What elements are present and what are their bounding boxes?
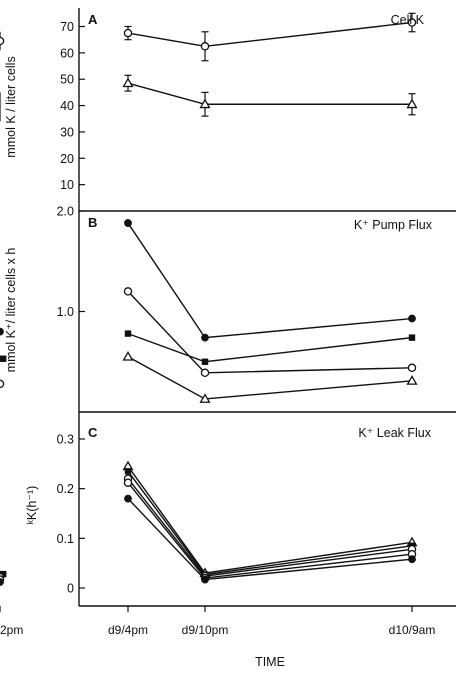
series-line	[127, 356, 413, 400]
y-tick-label: 20	[60, 152, 74, 166]
panel-letter: B	[88, 215, 97, 230]
y-axis-label: mmol K⁺/ liter cells x h	[4, 248, 18, 373]
data-point	[123, 28, 133, 38]
data-point	[123, 478, 133, 487]
data-point	[201, 358, 209, 365]
series-line	[127, 465, 413, 574]
data-point	[408, 314, 416, 323]
panel-b	[0, 210, 456, 413]
data-point	[200, 368, 210, 378]
y-tick-label: 50	[60, 73, 74, 87]
y-tick-label: 2.0	[57, 205, 74, 219]
y-tick-label: 1.0	[57, 305, 74, 319]
data-point	[199, 98, 211, 109]
data-point	[200, 42, 210, 51]
y-tick-label: 70	[60, 20, 74, 34]
data-point	[201, 575, 209, 584]
x-tick-label: d10/9am	[389, 623, 436, 637]
data-point	[201, 333, 209, 342]
panel-letter: A	[88, 12, 98, 27]
data-point	[408, 555, 416, 564]
y-tick-label: 0.2	[57, 482, 74, 496]
data-point	[124, 494, 132, 503]
data-point	[0, 36, 5, 46]
y-axis-label: ᵏK(h⁻¹)	[25, 486, 39, 525]
panel-c	[0, 412, 456, 612]
x-axis-label: TIME	[255, 655, 285, 669]
series-line	[127, 332, 413, 363]
y-tick-label: 40	[60, 99, 74, 113]
panel-title: Cell K	[391, 13, 425, 27]
series-line	[127, 82, 412, 105]
y-tick-label: 10	[60, 178, 74, 192]
y-tick-label: 60	[60, 46, 74, 60]
series-line	[127, 21, 413, 47]
y-tick-label: 0.3	[57, 433, 74, 447]
y-axis-label: mmol K / liter cells	[4, 56, 18, 157]
y-tick-label: 30	[60, 125, 74, 139]
data-point	[406, 375, 418, 385]
data-point	[0, 355, 7, 362]
data-point	[124, 468, 132, 475]
data-point	[407, 18, 417, 27]
data-point	[122, 351, 134, 361]
data-point	[0, 327, 4, 336]
data-point	[124, 219, 132, 227]
data-point	[408, 334, 416, 341]
data-point	[122, 77, 134, 88]
panel-a	[0, 8, 456, 212]
x-tick-label: d9/4pm	[108, 623, 148, 637]
panel-title: K⁺ Pump Flux	[354, 218, 433, 232]
x-tick-label: d9/10pm	[182, 623, 229, 637]
data-point	[123, 287, 133, 296]
data-point	[124, 330, 132, 337]
y-tick-label: 0	[67, 582, 74, 596]
data-point	[407, 363, 417, 373]
data-point	[0, 379, 5, 389]
panel-letter: C	[88, 425, 98, 440]
data-point	[0, 570, 7, 578]
x-tick-label: d10/2pm	[0, 623, 23, 637]
data-point	[199, 393, 211, 403]
panel-title: K⁺ Leak Flux	[358, 426, 431, 440]
data-point	[406, 98, 418, 109]
series-line	[127, 222, 413, 339]
data-point	[0, 578, 4, 586]
y-tick-label: 0.1	[57, 532, 74, 546]
